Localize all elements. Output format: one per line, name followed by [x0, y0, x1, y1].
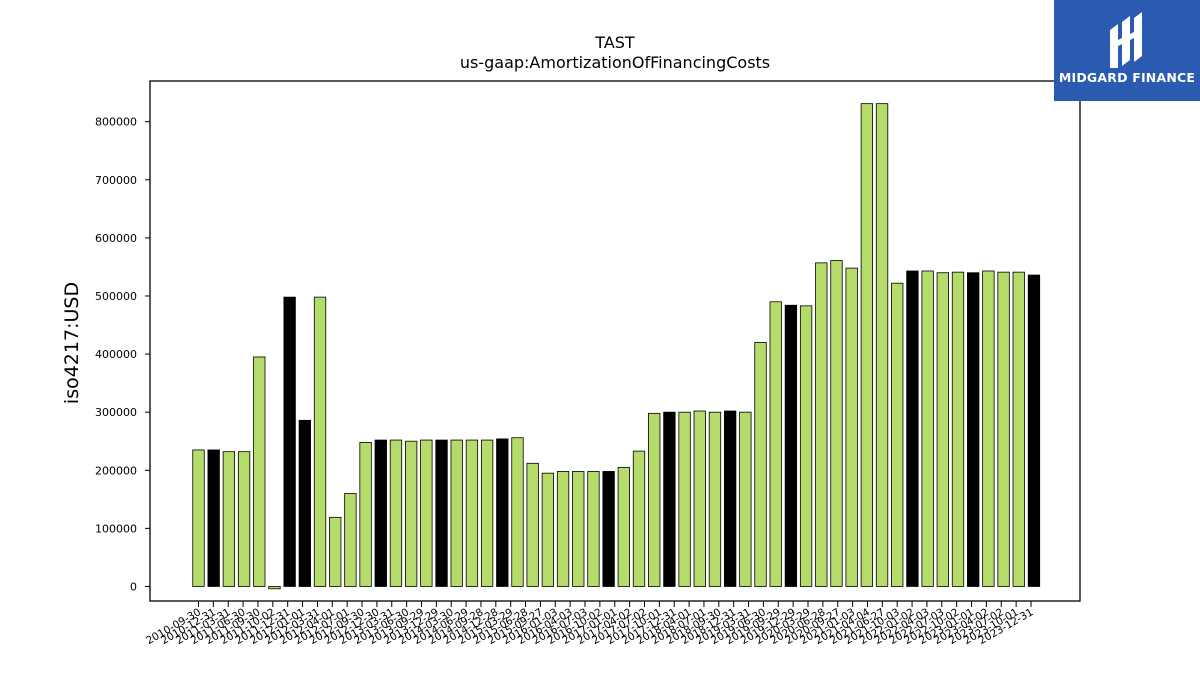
bar [632, 450, 646, 587]
bar [192, 449, 205, 587]
bar [420, 439, 433, 587]
bar [541, 472, 555, 587]
plot-frame [149, 80, 1081, 602]
y-tick-label: 600000 [95, 232, 137, 245]
bar [1027, 274, 1041, 587]
bar [587, 471, 600, 587]
bar [435, 439, 448, 587]
bar [526, 462, 539, 587]
bar [648, 412, 661, 587]
x-axis-ticks: 2010-09-302010-12-312011-03-312011-06-30… [144, 601, 1036, 647]
bar [207, 449, 220, 587]
y-tick-label: 100000 [95, 522, 137, 535]
bar [906, 270, 919, 587]
bar [283, 296, 296, 587]
bar [860, 103, 874, 587]
bar [754, 342, 767, 587]
bar [678, 411, 691, 587]
bar [237, 451, 251, 587]
bar [253, 356, 266, 587]
midgard-finance-logo: MIDGARD FINANCE [1054, 0, 1200, 101]
bar [967, 272, 980, 587]
bar [784, 304, 798, 587]
bar [480, 439, 494, 587]
bar [450, 439, 463, 587]
y-tick-label: 0 [130, 580, 137, 593]
bar [344, 493, 357, 587]
y-tick-label: 800000 [95, 116, 137, 129]
bar [724, 410, 737, 587]
bar [556, 471, 570, 587]
y-tick-label: 400000 [95, 348, 137, 361]
chart-subtitle: us-gaap:AmortizationOfFinancingCosts [460, 53, 770, 72]
bar [1012, 271, 1025, 587]
chart-title: TAST [594, 33, 635, 52]
bars-group [192, 103, 1041, 590]
bar [511, 437, 524, 587]
bar [982, 270, 995, 587]
bar [617, 466, 630, 587]
bar [815, 262, 828, 587]
bar [799, 305, 813, 587]
bar [405, 440, 418, 587]
logo-text: MIDGARD FINANCE [1058, 70, 1196, 85]
bar [222, 451, 236, 587]
y-axis-ticks: 0 100000 200000 300000 400000 500000 600000 700… [95, 116, 150, 593]
bar [572, 471, 585, 587]
bar [997, 271, 1010, 587]
bar [359, 441, 372, 587]
bar [465, 439, 479, 587]
bar [739, 411, 752, 587]
bar [951, 271, 965, 587]
y-tick-label: 500000 [95, 290, 137, 303]
y-tick-label: 700000 [95, 174, 137, 187]
bar [769, 301, 782, 587]
bar [708, 411, 722, 587]
bar [313, 296, 327, 587]
bar [389, 439, 403, 587]
bar [602, 471, 615, 587]
bar [374, 439, 387, 587]
bar [298, 419, 311, 587]
bar [496, 438, 509, 587]
y-tick-label: 300000 [95, 406, 137, 419]
bar [936, 272, 949, 587]
bar [663, 411, 676, 587]
bar [830, 260, 843, 587]
logo-mark-icon [1110, 12, 1142, 68]
bar [891, 282, 904, 587]
bar [268, 586, 281, 590]
bar [875, 103, 889, 587]
bar [845, 267, 858, 587]
y-axis-label: iso4217:USD [61, 282, 83, 404]
bar [693, 410, 706, 587]
bar [921, 270, 934, 587]
bar [329, 516, 342, 587]
y-tick-label: 200000 [95, 464, 137, 477]
